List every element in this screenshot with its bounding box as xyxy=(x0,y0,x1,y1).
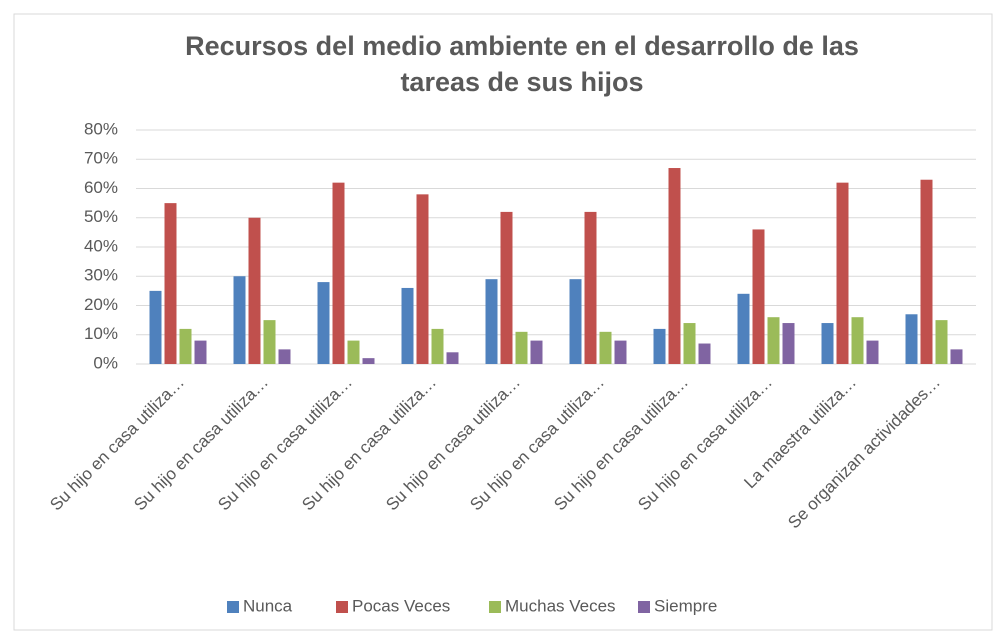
bar xyxy=(248,217,261,364)
bar xyxy=(149,290,162,364)
bar xyxy=(164,203,177,364)
bar xyxy=(332,182,345,364)
bar xyxy=(515,331,528,364)
bar xyxy=(317,282,330,364)
y-tick-label: 40% xyxy=(84,236,118,255)
bar xyxy=(653,328,666,364)
bar xyxy=(866,340,879,364)
bar xyxy=(347,340,360,364)
y-tick-label: 60% xyxy=(84,178,118,197)
bar xyxy=(263,320,276,364)
bar xyxy=(362,358,375,364)
bar xyxy=(950,349,963,364)
legend-swatch xyxy=(638,601,650,613)
bar xyxy=(668,168,681,364)
bar xyxy=(752,229,765,364)
chart-title: Recursos del medio ambiente en el desarr… xyxy=(185,31,859,97)
bar xyxy=(737,293,750,364)
bar xyxy=(935,320,948,364)
legend-swatch xyxy=(227,601,239,613)
bar xyxy=(569,279,582,364)
legend-label: Muchas Veces xyxy=(505,596,616,615)
bar xyxy=(278,349,291,364)
bar xyxy=(179,328,192,364)
bar xyxy=(683,323,696,364)
legend-label: Pocas Veces xyxy=(352,596,450,615)
y-tick-label: 80% xyxy=(84,119,118,138)
bar xyxy=(767,317,780,364)
bar xyxy=(782,323,795,364)
y-tick-label: 20% xyxy=(84,295,118,314)
bar xyxy=(233,276,246,364)
y-tick-label: 50% xyxy=(84,207,118,226)
bar xyxy=(584,211,597,364)
y-tick-label: 30% xyxy=(84,266,118,285)
bar xyxy=(836,182,849,364)
legend-label: Nunca xyxy=(243,596,293,615)
bar xyxy=(821,323,834,364)
legend-swatch xyxy=(336,601,348,613)
bar xyxy=(851,317,864,364)
legend-label: Siempre xyxy=(654,596,717,615)
y-tick-label: 0% xyxy=(93,353,118,372)
bar xyxy=(194,340,207,364)
bar xyxy=(905,314,918,364)
bar xyxy=(401,287,414,364)
bar xyxy=(599,331,612,364)
bar xyxy=(530,340,543,364)
legend-swatch xyxy=(489,601,501,613)
bar xyxy=(416,194,429,364)
y-tick-label: 70% xyxy=(84,149,118,168)
bar xyxy=(485,279,498,364)
bar xyxy=(614,340,627,364)
bar xyxy=(446,352,459,364)
bar xyxy=(500,211,513,364)
bar xyxy=(431,328,444,364)
y-tick-label: 10% xyxy=(84,324,118,343)
bar xyxy=(698,343,711,364)
bar xyxy=(920,179,933,364)
